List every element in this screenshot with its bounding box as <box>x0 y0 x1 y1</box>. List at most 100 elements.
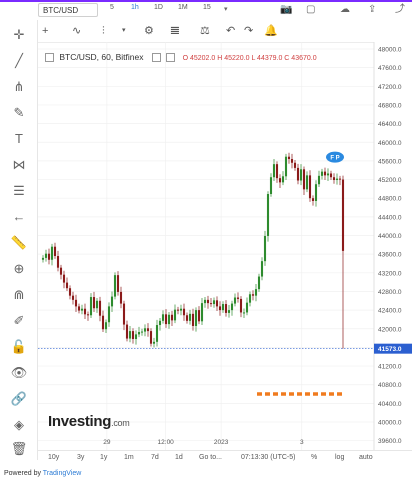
zoom-icon[interactable]: ⊕ <box>13 261 25 276</box>
y-tick-label: 43600.0 <box>378 252 402 259</box>
timeframe-1m[interactable]: 1M <box>178 4 188 11</box>
y-tick-label: 46400.0 <box>378 121 402 128</box>
log-toggle[interactable]: log <box>335 454 345 461</box>
magnet-icon[interactable]: ⋒ <box>13 287 25 302</box>
cloud-icon[interactable]: ☁ <box>340 4 350 15</box>
close-legend-icon[interactable] <box>166 53 176 63</box>
eye-icon[interactable]: 👁 <box>10 365 28 380</box>
candle-body <box>284 156 288 177</box>
range-1m[interactable]: 1m <box>124 454 134 461</box>
candle-body <box>233 297 237 304</box>
candle-body <box>83 308 87 315</box>
chart-area[interactable]: 39600.040000.040400.040800.041200.041600… <box>38 42 412 460</box>
candle-body <box>146 328 150 332</box>
camera-icon[interactable]: 📷 <box>280 4 293 15</box>
candle-body <box>239 298 243 313</box>
candle-body <box>116 275 120 292</box>
pattern-icon[interactable]: ⋈ <box>12 157 26 172</box>
price-chart[interactable]: 39600.040000.040400.040800.041200.041600… <box>38 42 412 450</box>
candle-body <box>80 308 84 311</box>
chevron-down-icon[interactable]: ▾ <box>122 27 126 34</box>
brush-icon[interactable]: ✎ <box>13 105 25 120</box>
current-price-label: 41573.0 <box>378 346 402 353</box>
y-tick-label: 46800.0 <box>378 102 402 109</box>
investing-logo: Investing.com <box>48 413 130 430</box>
lock-icon[interactable]: 🔓 <box>10 339 28 354</box>
candle-body <box>188 313 192 321</box>
candle-body <box>161 314 165 321</box>
candle-body <box>158 320 162 326</box>
timeframe-5[interactable]: 5 <box>110 4 114 11</box>
crosshair-icon[interactable]: ✛ <box>13 27 25 42</box>
arrow-back-icon[interactable]: ← <box>12 209 26 224</box>
candle-body <box>185 315 189 321</box>
candle-body <box>221 304 225 311</box>
candle-body <box>323 171 327 176</box>
link-icon[interactable]: 🔗 <box>10 391 28 406</box>
range-7d[interactable]: 7d <box>151 454 159 461</box>
symbol-input[interactable]: BTC/USD <box>38 3 98 17</box>
candle-body <box>74 299 78 307</box>
pencil-lock-icon[interactable]: ✐ <box>13 313 25 328</box>
candle-body <box>266 194 270 236</box>
plus-icon[interactable]: + <box>42 25 49 37</box>
timeframe-1d[interactable]: 1D <box>154 4 163 11</box>
auto-toggle[interactable]: auto <box>359 454 373 461</box>
candle-body <box>113 275 117 297</box>
share-icon[interactable]: ⤴ <box>395 4 405 15</box>
timeframe-15[interactable]: 15 <box>203 4 211 11</box>
x-tick-label: 12:00 <box>158 439 175 446</box>
powered-by: Powered by TradingView <box>4 470 82 477</box>
line-style-icon[interactable]: ∿ <box>72 25 82 37</box>
y-tick-label: 46000.0 <box>378 140 402 147</box>
measure-icon[interactable]: 📏 <box>10 235 28 250</box>
fib-icon[interactable]: ☰ <box>13 183 25 198</box>
timeframe-dropdown-icon[interactable]: ▾ <box>224 6 228 13</box>
y-tick-label: 40800.0 <box>378 382 402 389</box>
text-tool-icon[interactable]: T <box>15 131 23 146</box>
range-1d[interactable]: 1d <box>175 454 183 461</box>
trash-icon[interactable]: 🗑 <box>10 441 28 456</box>
collapse-legend-icon[interactable] <box>45 53 54 63</box>
alert-icon[interactable]: 🔔 <box>264 25 278 37</box>
x-axis: 29 12:00 2023 3 <box>103 439 304 446</box>
fork-icon[interactable]: ⋔ <box>13 79 25 94</box>
top-accent-bar <box>0 0 412 2</box>
candle-body <box>209 303 213 305</box>
layers-icon[interactable]: ◈ <box>14 417 24 432</box>
candle-body <box>215 300 219 307</box>
range-3y[interactable]: 3y <box>77 454 85 461</box>
range-10y[interactable]: 10y <box>48 454 60 461</box>
color-square-icon[interactable]: ▢ <box>306 4 316 15</box>
goto-button[interactable]: Go to... <box>199 454 222 461</box>
candle-body <box>311 198 315 202</box>
y-tick-label: 39600.0 <box>378 438 402 445</box>
candle-body <box>257 276 261 290</box>
percent-toggle[interactable]: % <box>311 454 318 461</box>
candle-body <box>179 308 183 311</box>
candle-body <box>197 310 201 322</box>
range-1y[interactable]: 1y <box>100 454 108 461</box>
timeframe-1h[interactable]: 1h <box>131 4 139 11</box>
candle-body <box>149 331 153 344</box>
compare-icon[interactable]: ⚖ <box>200 25 210 37</box>
trend-line-icon[interactable]: ╱ <box>15 53 23 68</box>
y-axis: 39600.040000.040400.040800.041200.041600… <box>373 42 412 450</box>
y-tick-label: 42400.0 <box>378 308 402 315</box>
indicators-icon[interactable]: 𝌆 <box>170 25 180 37</box>
upload-cloud-icon[interactable]: ⇪ <box>368 4 377 15</box>
candle-body <box>53 246 57 257</box>
gear-icon[interactable]: ⚙ <box>144 25 154 37</box>
redo-icon[interactable]: ↷ <box>244 25 254 37</box>
candle-body <box>290 159 294 163</box>
y-tick-label: 48000.0 <box>378 46 402 53</box>
undo-icon[interactable]: ↶ <box>226 25 236 37</box>
candles-icon[interactable]: ⫶ <box>102 25 105 37</box>
candle-body <box>326 173 330 176</box>
settings-legend-icon[interactable] <box>151 53 161 63</box>
drawing-toolbar: ✛ ╱ ⋔ ✎ T ⋈ ☰ ← 📏 ⊕ ⋒ ✐ 🔓 👁 🔗 ◈ 🗑 <box>0 20 38 460</box>
candle-body <box>71 295 75 300</box>
candle-body <box>68 288 72 296</box>
top-toolbar: BTC/USD 5 1h 1D 1M 15 ▾ 📷 ▢ ☁ ⇪ ⤴ <box>0 0 412 21</box>
tradingview-link[interactable]: TradingView <box>42 470 82 477</box>
